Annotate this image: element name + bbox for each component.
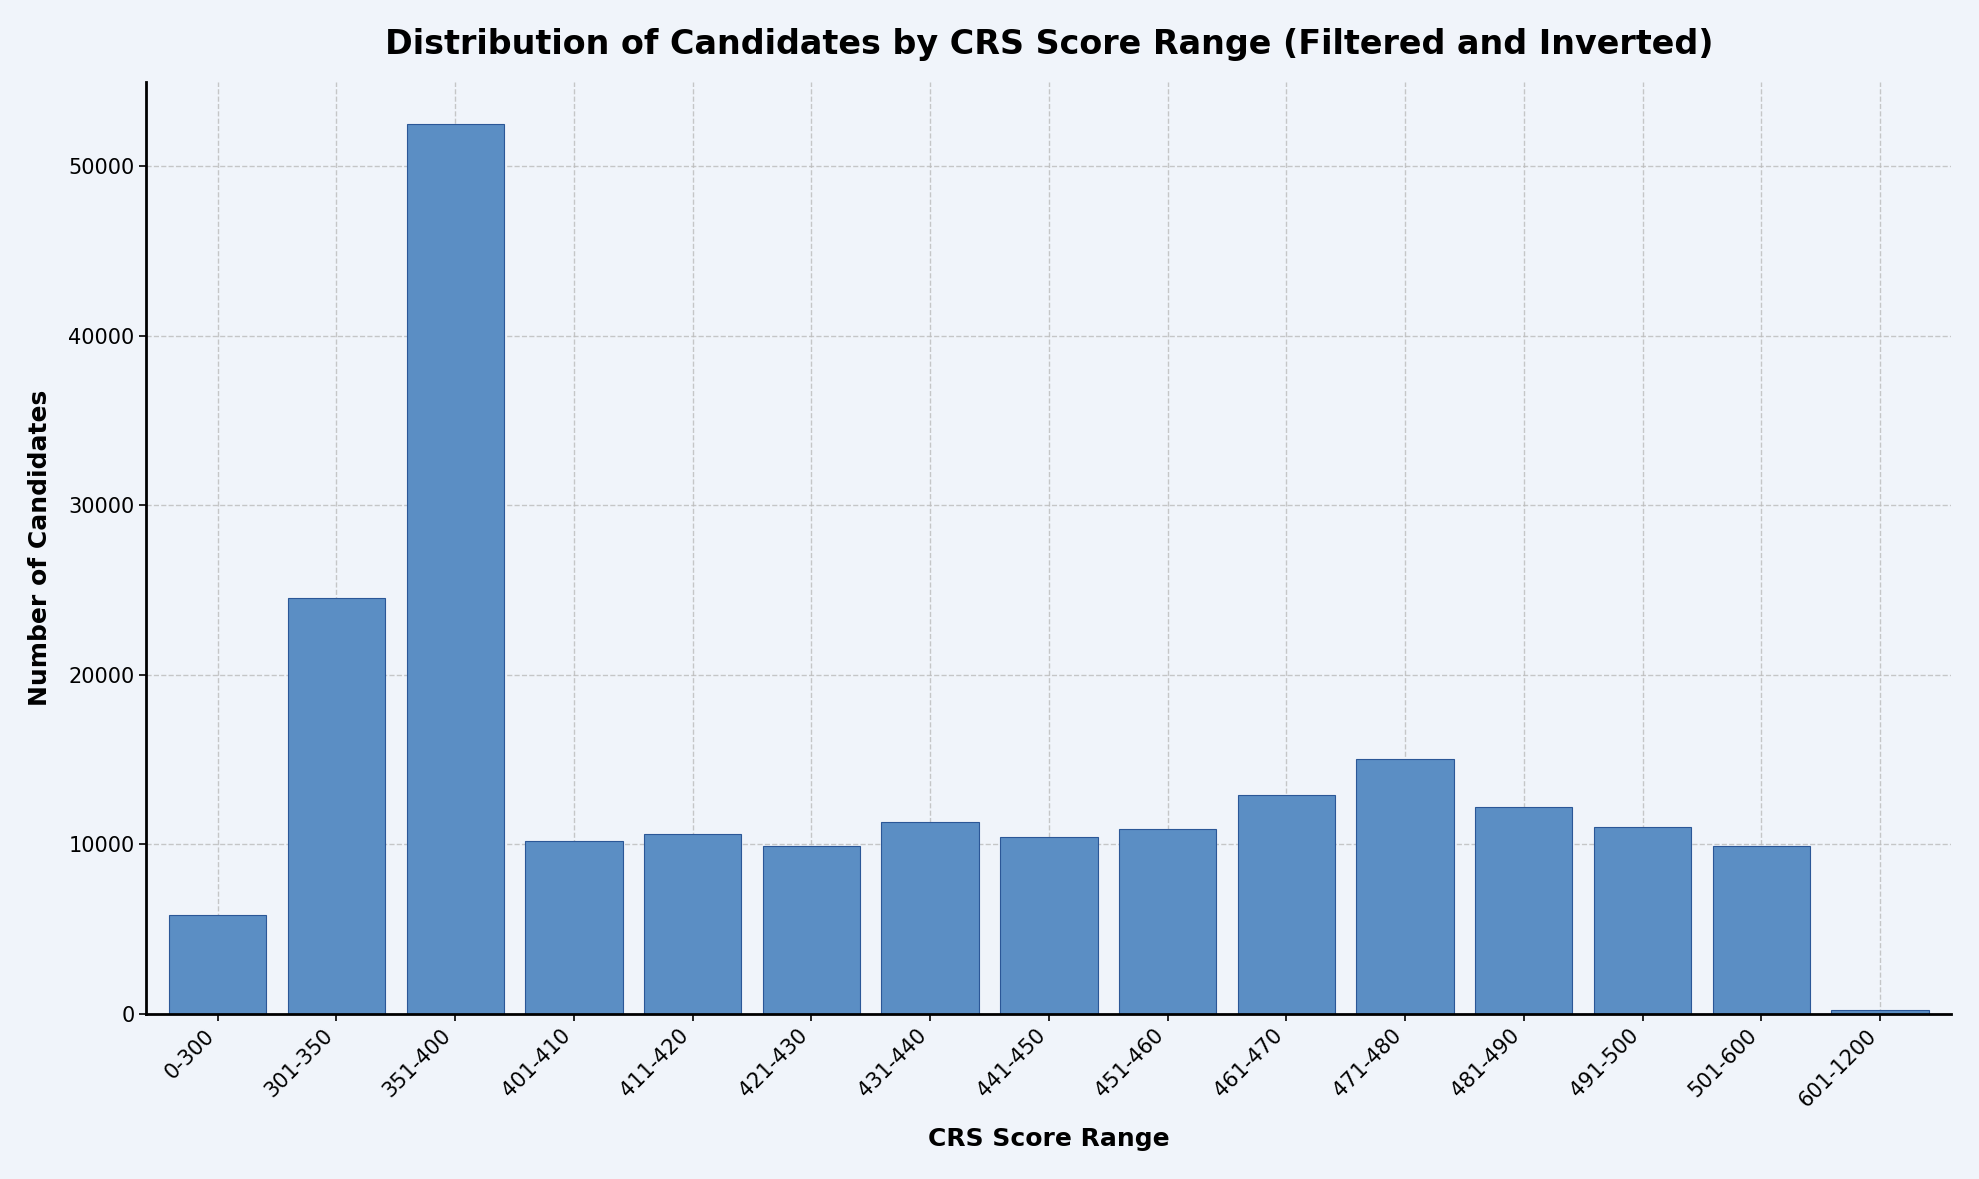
Bar	[643, 834, 742, 1014]
Bar	[524, 841, 623, 1014]
Y-axis label: Number of Candidates: Number of Candidates	[28, 389, 51, 706]
Bar	[1474, 806, 1573, 1014]
Bar	[881, 822, 980, 1014]
Bar	[1831, 1010, 1930, 1014]
X-axis label: CRS Score Range: CRS Score Range	[928, 1127, 1170, 1151]
Bar	[168, 915, 267, 1014]
Bar	[999, 837, 1098, 1014]
Bar	[1593, 828, 1692, 1014]
Bar	[287, 599, 386, 1014]
Bar	[762, 845, 861, 1014]
Bar	[1712, 845, 1811, 1014]
Bar	[1356, 759, 1455, 1014]
Bar	[1237, 795, 1336, 1014]
Bar	[1118, 829, 1217, 1014]
Bar	[406, 124, 505, 1014]
Title: Distribution of Candidates by CRS Score Range (Filtered and Inverted): Distribution of Candidates by CRS Score …	[384, 28, 1714, 61]
